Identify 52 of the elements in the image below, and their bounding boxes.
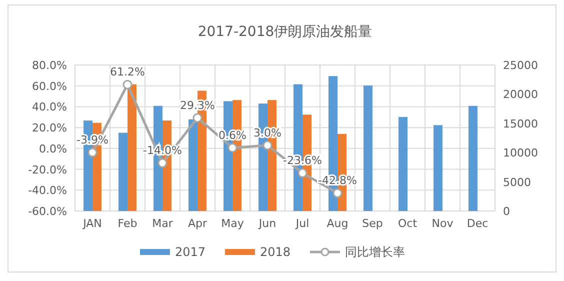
y-tick-label: 60.0% <box>32 80 67 93</box>
x-tick-label: Nov <box>432 217 454 230</box>
bar <box>188 119 198 211</box>
legend-label: 同比增长率 <box>345 245 405 259</box>
bar <box>398 116 408 211</box>
y-tick-label: 40.0% <box>32 100 67 114</box>
data-label: 0.6% <box>218 128 246 142</box>
data-label: -14.0% <box>143 144 182 158</box>
x-tick-label: Dec <box>466 217 488 230</box>
y2-tick-label: 25000 <box>503 59 538 72</box>
data-label: 3.0% <box>254 126 282 140</box>
y2-tick-label: 20000 <box>503 88 538 102</box>
y2-tick-label: 0 <box>503 205 510 218</box>
point <box>192 113 202 123</box>
y-tick-label: 80.0% <box>32 59 67 72</box>
bar <box>468 106 478 211</box>
x-tick-label: May <box>221 217 244 230</box>
data-label: 61.2% <box>110 66 145 79</box>
x-tick-label: Mar <box>152 217 174 230</box>
bar <box>118 132 128 211</box>
x-tick-label: Oct <box>398 217 418 230</box>
x-tick-label: Aug <box>326 217 348 230</box>
bar <box>364 85 372 211</box>
x-tick-label: JAN <box>82 217 102 230</box>
point <box>228 143 238 153</box>
point <box>332 188 342 198</box>
point <box>298 168 308 178</box>
bar <box>128 84 136 211</box>
y2-tick-label: 5000 <box>503 176 531 189</box>
x-tick-label: Jul <box>294 217 310 230</box>
y-tick-label: -40.0% <box>28 184 67 198</box>
y2-tick-label: 10000 <box>503 146 538 160</box>
point <box>88 148 98 158</box>
x-tick-label: Feb <box>118 217 138 230</box>
chart-title: 2017-2018伊朗原油发船量 <box>198 24 372 40</box>
x-tick-label: Jun <box>258 217 276 230</box>
legend-label: 2017 <box>175 245 206 259</box>
y-tick-label: 0.0% <box>39 142 67 156</box>
y-tick-label: -60.0% <box>28 205 67 218</box>
x-tick-label: Sep <box>362 217 383 230</box>
point <box>158 158 168 168</box>
bar <box>434 125 442 211</box>
data-label: -42.8% <box>318 174 357 188</box>
y-tick-label: 20.0% <box>32 122 67 135</box>
x-tick-label: Apr <box>188 217 208 230</box>
y2-tick-label: 15000 <box>503 117 538 130</box>
legend-label: 2018 <box>260 245 291 259</box>
data-label: -3.9% <box>76 133 108 146</box>
y-tick-label: -20.0% <box>28 163 67 176</box>
data-label: -23.6% <box>283 154 322 168</box>
point <box>262 140 272 150</box>
point <box>122 80 132 90</box>
